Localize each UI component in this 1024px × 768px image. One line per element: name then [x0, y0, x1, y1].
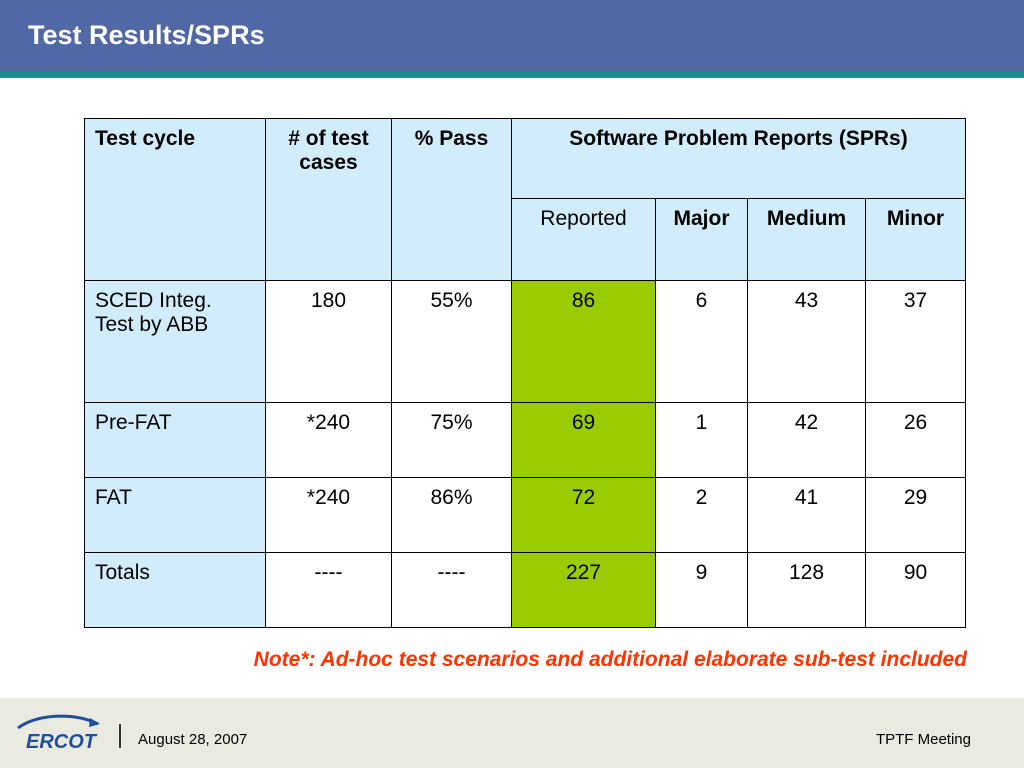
logo-wordmark: ERCOT: [26, 731, 98, 753]
title-bar: [0, 0, 1024, 72]
spr-results-table: Test cycle # of test cases % Pass Softwa…: [84, 118, 966, 628]
cell-reported: 86: [511, 280, 656, 403]
cell-major: 1: [655, 402, 748, 478]
cell-medium: 41: [747, 477, 866, 553]
row-label: SCED Integ. Test by ABB: [84, 280, 266, 403]
row-label: FAT: [84, 477, 266, 553]
cell-pass: 55%: [391, 280, 512, 403]
cell-medium: 128: [747, 552, 866, 628]
cell-pass: ----: [391, 552, 512, 628]
header-num-test-cases: # of test cases: [265, 118, 392, 281]
cell-medium: 42: [747, 402, 866, 478]
cell-minor: 90: [865, 552, 966, 628]
ercot-logo: ERCOT: [17, 714, 100, 753]
slide-title: Test Results/SPRs: [28, 20, 265, 50]
cell-minor: 37: [865, 280, 966, 403]
cell-major: 2: [655, 477, 748, 553]
table-row: Pre-FAT *240 75% 69 1 42 26: [84, 402, 966, 478]
header-spr-group: Software Problem Reports (SPRs): [511, 118, 966, 199]
cell-minor: 26: [865, 402, 966, 478]
header-medium: Medium: [747, 198, 866, 281]
cell-cases: ----: [265, 552, 392, 628]
footer-meeting: TPTF Meeting: [875, 731, 971, 748]
row-label: Pre-FAT: [84, 402, 266, 478]
header-test-cycle: Test cycle: [84, 118, 266, 281]
footnote: Note*: Ad-hoc test scenarios and additio…: [253, 648, 967, 671]
header-major: Major: [655, 198, 748, 281]
cell-cases: 180: [265, 280, 392, 403]
cell-major: 9: [655, 552, 748, 628]
cell-reported: 69: [511, 402, 656, 478]
table-row: FAT *240 86% 72 2 41 29: [84, 477, 966, 553]
title-underline: [0, 72, 1024, 78]
header-num-test-cases-text: # of test cases: [288, 127, 369, 174]
footer-date: August 28, 2007: [138, 731, 248, 748]
cell-reported: 72: [511, 477, 656, 553]
cell-pass: 75%: [391, 402, 512, 478]
header-reported: Reported: [511, 198, 656, 281]
cell-cases: *240: [265, 477, 392, 553]
row-label: Totals: [84, 552, 266, 628]
cell-pass: 86%: [391, 477, 512, 553]
header-minor: Minor: [865, 198, 966, 281]
cell-reported: 227: [511, 552, 656, 628]
cell-major: 6: [655, 280, 748, 403]
table-row: Totals ---- ---- 227 9 128 90: [84, 552, 966, 628]
table-row: SCED Integ. Test by ABB 180 55% 86 6 43 …: [84, 280, 966, 403]
header-pass-percent: % Pass: [391, 118, 512, 281]
footer-divider: [119, 724, 121, 748]
cell-minor: 29: [865, 477, 966, 553]
footer-bar: [0, 698, 1024, 768]
cell-cases: *240: [265, 402, 392, 478]
cell-medium: 43: [747, 280, 866, 403]
